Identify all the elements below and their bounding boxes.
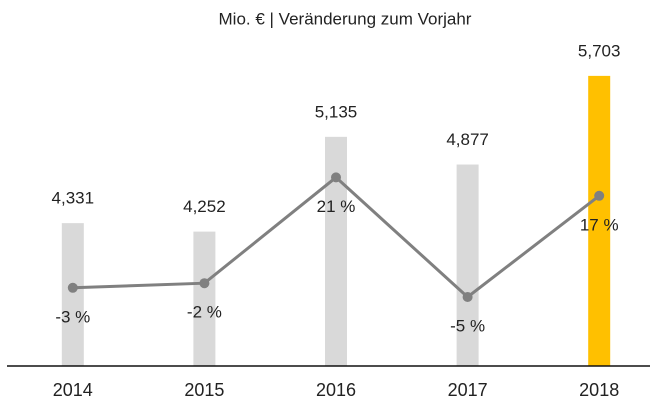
- line-value-label: 21 %: [317, 197, 356, 216]
- line-value-label: 17 %: [580, 215, 619, 234]
- bar-value-label: 4,331: [52, 189, 95, 208]
- bar: [588, 75, 611, 367]
- x-tick-label: 2015: [184, 380, 224, 400]
- bar-value-label: 5,703: [578, 41, 621, 60]
- x-tick-label: 2018: [579, 380, 619, 400]
- bar-value-label: 5,135: [315, 102, 358, 121]
- line-value-label: -5 %: [450, 316, 485, 335]
- x-tick-label: 2014: [53, 380, 93, 400]
- line-point: [67, 282, 78, 293]
- bar-value-label: 4,252: [183, 197, 226, 216]
- line-value-label: -2 %: [187, 303, 222, 322]
- line-point: [331, 172, 341, 183]
- bar: [61, 223, 84, 366]
- x-tick-label: 2016: [316, 380, 356, 400]
- chart-title: Mio. € | Veränderung zum Vorjahr: [219, 9, 472, 28]
- bar: [456, 164, 479, 366]
- line-point: [594, 190, 605, 201]
- line-point: [462, 292, 473, 302]
- bar: [325, 136, 347, 366]
- bar-value-label: 4,877: [446, 130, 489, 149]
- bar: [193, 231, 216, 366]
- x-tick-label: 2017: [448, 380, 488, 400]
- line-value-label: -3 %: [55, 307, 90, 326]
- line-point: [199, 278, 210, 289]
